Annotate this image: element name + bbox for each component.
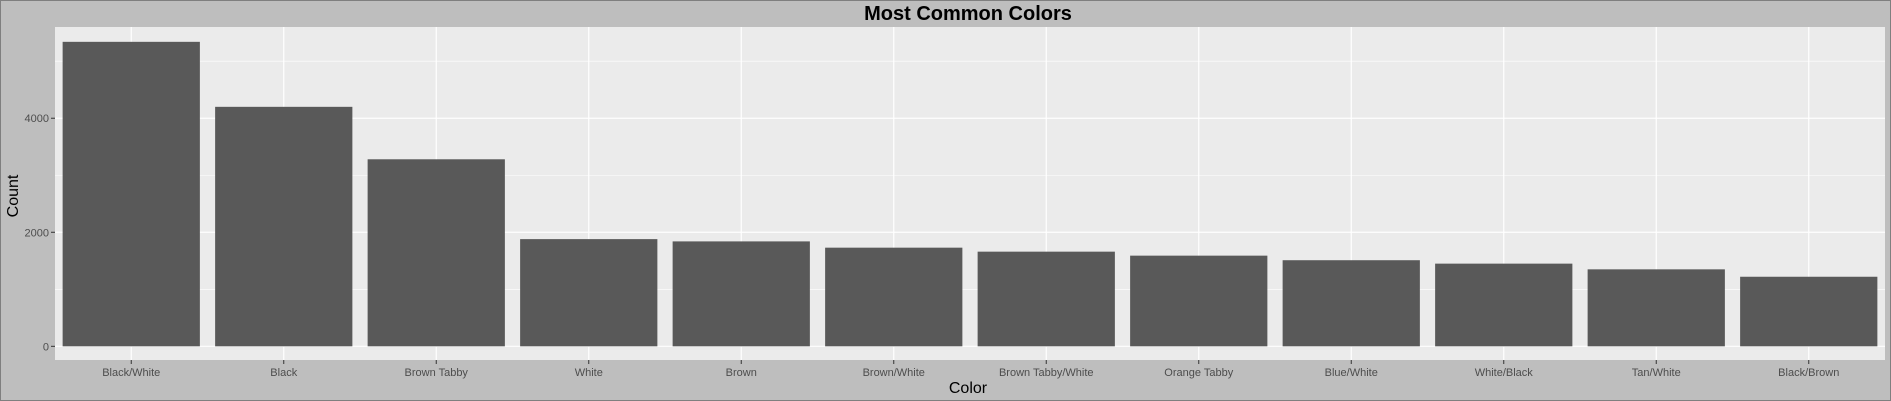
minor-gridlines: [55, 60, 1885, 290]
plot-panel: [55, 27, 1885, 360]
bar: [62, 41, 200, 347]
x-axis-title: Color: [949, 380, 988, 397]
x-tick-label: Brown Tabby/White: [999, 367, 1094, 379]
y-axis-title: Count: [5, 174, 22, 217]
y-tick-label: 4000: [25, 113, 49, 125]
bar: [215, 106, 353, 347]
bar: [1435, 263, 1573, 347]
chart-title: Most Common Colors: [864, 3, 1072, 25]
bar: [1587, 269, 1725, 347]
bar: [977, 251, 1115, 347]
x-tick-label: Brown: [726, 367, 757, 379]
bar: [367, 159, 505, 347]
x-tick-label: Orange Tabby: [1164, 367, 1233, 379]
bar: [1740, 276, 1878, 347]
x-tick-label: Blue/White: [1325, 367, 1378, 379]
bar: [825, 247, 963, 347]
y-tick-label: 2000: [25, 227, 49, 239]
bar: [672, 241, 810, 347]
x-tick-label: Brown/White: [863, 367, 925, 379]
x-tick-label: Tan/White: [1632, 367, 1681, 379]
x-tick-label: White: [575, 367, 603, 379]
bar: [520, 239, 658, 347]
bar: [1130, 255, 1268, 347]
bar: [1282, 260, 1420, 347]
y-axis: 0 2000 4000: [25, 113, 55, 353]
x-tick-label: Brown Tabby: [405, 367, 469, 379]
y-tick-label: 0: [43, 341, 49, 353]
bars: [62, 41, 1878, 347]
x-tick-label: Black: [270, 367, 297, 379]
x-axis: Black/White Black Brown Tabby White Brown Bro…: [102, 360, 1839, 379]
x-tick-label: Black/White: [102, 367, 160, 379]
x-tick-label: White/Black: [1475, 367, 1534, 379]
x-tick-label: Black/Brown: [1778, 367, 1839, 379]
